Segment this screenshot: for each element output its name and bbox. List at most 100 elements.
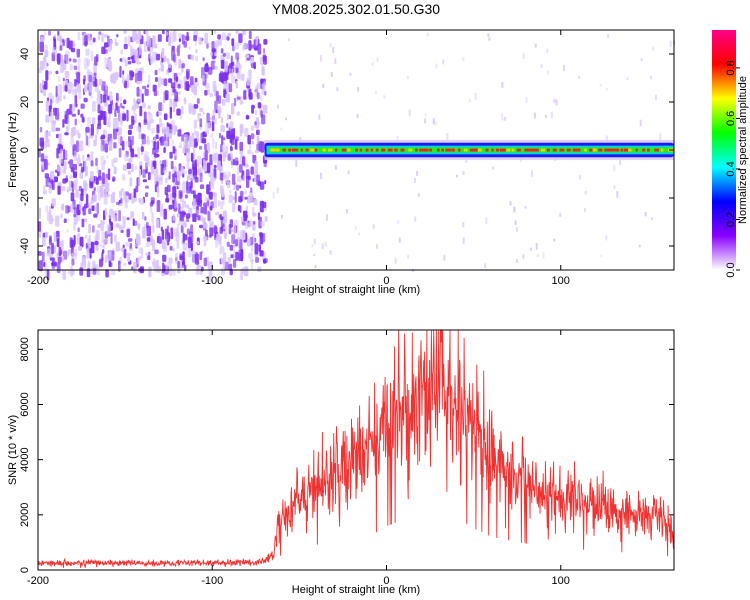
spectrogram-noise-cell [246,77,252,86]
spectrogram-noise-cell [230,61,235,67]
spectrogram-noise-cell [223,151,227,158]
spectrogram-noise-cell [220,216,224,220]
spectrogram-speckle [394,257,397,264]
spectrogram-noise-cell [171,139,174,149]
spectrogram-noise-cell [244,214,248,219]
spectrogram-noise-cell [83,97,88,103]
spectrogram-noise-cell [76,140,79,153]
spectrogram-speckle [357,87,360,92]
spectrogram-noise-cell [244,196,248,200]
ridge-core-cell [485,148,489,152]
snr-y-tick-label: 8000 [19,337,31,361]
colorbar-tick-label: 0.4 [725,161,737,176]
spectrogram-noise-cell [214,30,217,34]
spectrogram-noise-cell [206,112,210,124]
spectrogram-noise-cell [67,161,71,165]
spectrogram-noise-cell [222,98,226,106]
spectrogram-speckle [522,254,525,260]
spectrogram-noise-cell [44,155,49,159]
spectrogram-noise-cell [144,88,149,96]
spectrogram-noise-cell [97,104,101,114]
spectrogram-noise-cell [263,104,268,114]
spectrogram-noise-cell [210,60,215,70]
spectrogram-noise-cell [239,205,242,213]
spectrogram-noise-cell [158,237,163,244]
spectrogram-noise-cell [205,236,209,240]
spectrogram-noise-cell [223,171,228,179]
spectrogram-noise-cell [205,223,208,229]
spectrogram-noise-cell [209,227,214,237]
spectrogram-noise-cell [123,30,128,34]
spectrogram-noise-cell [69,175,74,179]
ridge-core-cell [437,148,440,152]
spectrogram-noise-cell [145,169,148,174]
spectrogram-noise-cell [39,126,43,133]
spectrogram-noise-cell [51,180,55,191]
spectrogram-noise-cell [174,199,177,209]
spectrogram-noise-cell [236,111,241,116]
spectrogram-noise-cell [98,175,102,181]
spectrogram-speckle [349,72,352,76]
spectrogram-noise-cell [225,93,230,103]
spectrogram-noise-cell [257,102,262,109]
spectrogram-noise-cell [233,97,237,107]
spectrogram-noise-cell [178,145,182,149]
spectrogram-speckle [329,43,332,48]
snr-x-axis-label: Height of straight line (km) [292,584,420,596]
spectrogram-noise-cell [101,32,104,43]
spectrogram-noise-cell [212,109,216,117]
ridge-core-cell [347,148,351,152]
spectrogram-noise-cell [176,240,180,249]
spectrogram-noise-cell [141,133,145,140]
spectrogram-speckle [407,254,410,259]
spectrogram-noise-cell [120,229,124,233]
spectrogram-noise-cell [58,75,60,82]
spectrogram-noise-cell [55,85,58,98]
snr-y-tick-label: 4000 [19,447,31,471]
ridge-core-cell [464,148,468,152]
spectrogram-noise-cell [209,154,213,166]
spectrogram-noise-cell [84,218,88,223]
spectrogram-noise-cell [58,133,62,144]
spectrogram-noise-cell [244,127,249,137]
spectrogram-noise-cell [134,113,137,124]
spectrogram-noise-cell [144,216,147,221]
spectrogram-noise-cell [146,35,150,45]
spectrogram-noise-cell [62,82,66,93]
spectrogram-noise-cell [109,262,113,268]
spectrogram-noise-cell [63,218,67,224]
spectrogram-speckle [319,172,322,179]
spectrogram-noise-cell [45,70,49,81]
spectrogram-noise-cell [222,214,227,224]
spectrogram-noise-cell [180,166,184,175]
spectrogram-noise-cell [105,155,109,159]
spectrogram-noise-cell [43,158,48,170]
spectrogram-noise-cell [156,176,161,182]
spectrogram-noise-cell [76,48,80,58]
spectrogram-noise-cell [235,239,239,247]
spectrogram-noise-cell [204,33,209,45]
spectrogram-speckle [514,220,517,225]
spectrogram-noise-cell [214,152,219,164]
spectrogram-noise-cell [85,135,89,146]
spectrogram-noise-cell [106,224,111,235]
spectrogram-noise-cell [49,111,54,123]
spectrogram-noise-cell [178,58,182,69]
spectrogram-noise-cell [75,188,79,198]
spectrogram-noise-cell [133,261,137,274]
spectrogram-noise-cell [98,259,103,268]
spectrogram-noise-cell [111,269,116,276]
spectrogram-noise-cell [215,237,219,248]
spectrogram-noise-cell [59,155,63,164]
spectrogram-noise-cell [236,96,241,100]
spectrogram-noise-cell [252,212,257,217]
spectrogram-speckle [416,170,419,176]
spectrogram-speckle [376,244,378,249]
spectrogram-noise-cell [203,202,207,215]
spectrogram-noise-cell [110,74,114,83]
spectrogram-noise-cell [126,74,130,81]
ridge-core-cell [291,148,297,152]
spectrogram-noise-cell [84,35,88,44]
ridge-core-cell [359,148,363,152]
